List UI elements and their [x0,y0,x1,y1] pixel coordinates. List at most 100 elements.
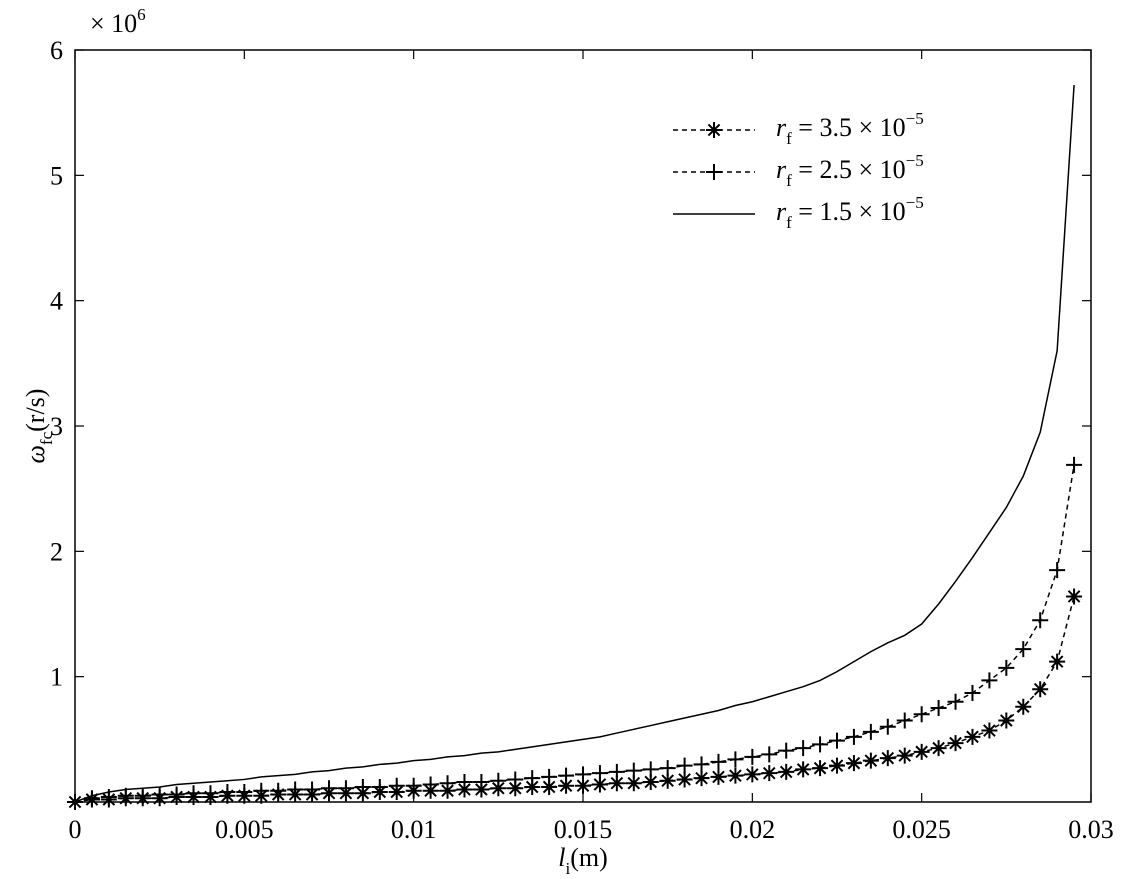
x-tick-label: 0.015 [554,815,613,844]
point-marker [845,728,862,745]
x-tick-label: 0.03 [1068,815,1114,844]
point-marker [608,775,625,792]
point-marker [405,777,422,794]
point-marker [456,773,473,790]
point-marker [964,728,981,745]
legend-label: rf = 1.5 × 10−5 [776,193,924,232]
point-marker [795,761,812,778]
point-marker [1049,653,1066,670]
point-marker [473,773,490,790]
x-tick-label: 0 [69,815,82,844]
legend-marker [706,164,722,180]
point-marker [981,672,998,689]
point-marker [761,765,778,782]
point-marker [337,780,354,797]
point-marker [625,775,642,792]
point-marker [778,742,795,759]
series-line [74,85,1075,803]
point-marker [761,746,778,763]
point-marker [151,786,168,803]
y-tick-label: 5 [50,161,63,190]
point-marker [829,757,845,774]
point-marker [642,773,659,790]
point-marker [964,684,981,701]
x-tick-label: 0.025 [892,815,951,844]
point-marker [913,743,930,760]
point-marker [896,747,913,764]
point-marker [693,756,710,773]
y-tick-label: 3 [50,412,63,441]
point-marker [558,767,575,784]
point-marker [117,787,134,804]
point-marker [812,760,829,777]
x-axis-label: li(m) [558,843,608,878]
y-tick-label: 1 [50,663,63,692]
point-marker [913,706,930,723]
point-marker [862,752,879,769]
point-marker [591,765,608,782]
point-marker [744,766,761,783]
point-marker [541,768,558,785]
point-marker [930,700,947,716]
legend-label: rf = 2.5 × 10−5 [776,151,924,190]
point-marker [371,778,388,795]
point-marker [998,712,1015,729]
legend-marker [706,122,722,138]
point-marker [998,659,1015,676]
y-tick-label: 4 [50,287,63,316]
point-marker [524,770,541,787]
point-marker [507,771,524,788]
legend-label: rf = 3.5 × 10−5 [776,109,924,148]
point-marker [388,777,405,794]
y-tick-label: 2 [50,537,63,566]
point-marker [134,787,151,804]
point-marker [422,776,439,793]
point-marker [981,722,998,739]
point-marker [219,783,236,800]
point-marker [575,777,591,794]
point-marker [185,785,202,802]
x-tick-label: 0.01 [391,815,437,844]
point-marker [507,780,524,797]
x-tick-label: 0.005 [215,815,274,844]
series-line [74,464,1075,803]
y-tick-label: 6 [50,36,63,65]
point-marker [541,778,558,795]
point-marker [354,778,371,795]
point-marker [879,750,896,767]
point-marker [490,772,507,789]
point-marker [575,766,591,783]
point-marker [829,732,845,749]
point-marker [202,785,219,802]
point-marker [795,740,812,757]
series-line [74,596,1075,803]
plot-frame [74,49,1092,803]
point-marker [253,782,270,799]
point-marker [558,777,575,794]
y-axis-label: ωfc(r/s) [21,389,56,464]
point-marker [524,778,541,795]
point-marker [930,740,947,757]
point-marker [1066,588,1083,605]
point-marker [642,761,659,778]
point-marker [812,736,829,753]
point-marker [1049,562,1066,579]
point-marker [947,735,964,752]
point-marker [744,748,761,765]
point-marker [439,775,456,792]
point-marker [896,712,913,729]
point-marker [591,776,608,793]
point-marker [625,762,642,779]
point-marker [304,781,321,798]
point-marker [321,780,337,797]
point-marker [659,772,676,789]
x-tick-label: 0.02 [730,815,776,844]
point-marker [879,718,896,735]
point-marker [236,783,253,800]
point-marker [168,786,185,803]
point-marker [1066,456,1083,473]
point-marker [727,751,744,768]
point-marker [778,763,795,780]
point-marker [1015,641,1032,658]
